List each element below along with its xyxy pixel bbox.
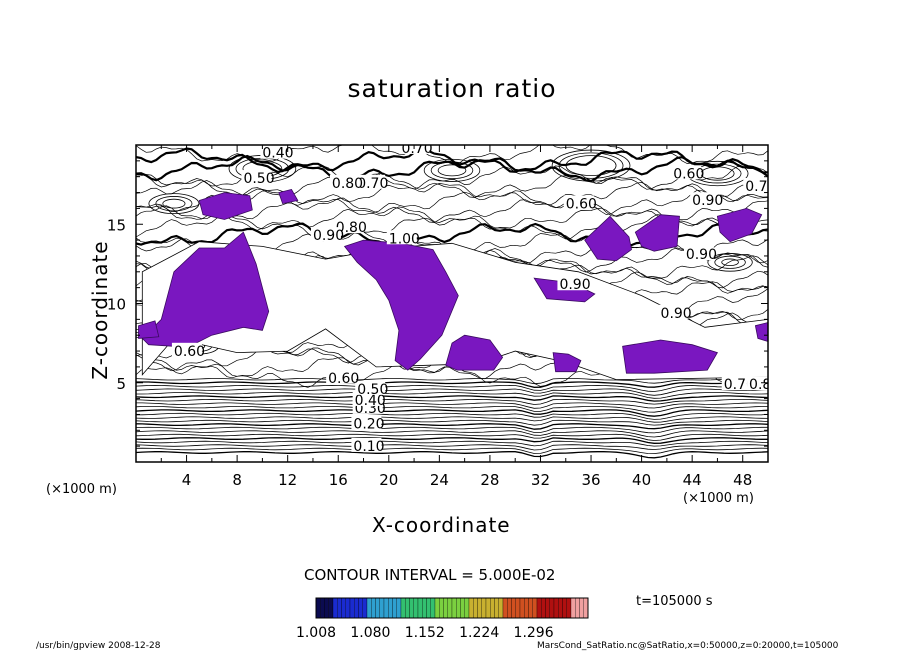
contour-label: 0.40: [355, 393, 386, 409]
supersaturation-region: [138, 320, 160, 339]
x-tick-label: 20: [379, 471, 398, 489]
x-tick-label: 16: [329, 471, 348, 489]
colorbar-frame: [315, 597, 589, 619]
x-tick-label: 8: [232, 471, 242, 489]
contour-label: 0.90: [559, 277, 590, 293]
supersaturation-region: [634, 214, 680, 252]
colorbar-tick-label: 1.152: [405, 625, 445, 641]
contour-label: 0.80: [336, 220, 367, 236]
x-tick-label: 4: [182, 471, 192, 489]
y-tick-label: 15: [107, 216, 126, 234]
x-tick-label: 48: [733, 471, 752, 489]
contour-label: 0.70: [357, 176, 388, 192]
contour-label: 0.60: [174, 344, 205, 360]
x-unit-label-right: (×1000 m): [683, 491, 754, 506]
contour-label: 0.80: [749, 377, 780, 393]
contour-label: 0.70: [401, 141, 432, 157]
supersaturation-region: [278, 188, 299, 205]
x-tick-label: 12: [278, 471, 297, 489]
x-tick-label: 36: [581, 471, 600, 489]
contour-label: 0.60: [673, 166, 704, 182]
y-tick-label: 5: [116, 375, 126, 393]
contour-label: 0.60: [328, 371, 359, 387]
contour-label: 0.70: [745, 179, 776, 195]
contour-label: 0.60: [566, 196, 597, 212]
x-tick-label: 28: [480, 471, 499, 489]
x-tick-label: 40: [632, 471, 651, 489]
contour-interval-text: CONTOUR INTERVAL = 5.000E-02: [304, 566, 556, 584]
time-label: t=105000 s: [636, 594, 713, 609]
supersaturation-region: [343, 239, 459, 371]
colorbar-tick-label: 1.080: [350, 625, 390, 641]
supersaturation-region: [754, 322, 768, 342]
y-tick-label: 10: [107, 296, 126, 314]
colorbar-tick-label: 1.224: [459, 625, 499, 641]
y-axis-label: Z-coordinate: [88, 240, 112, 380]
x-tick-label: 24: [430, 471, 449, 489]
contour-label: 0.90: [313, 228, 344, 244]
supersaturation-region: [716, 207, 763, 243]
contour-label: 1.00: [389, 231, 420, 247]
footer-command: /usr/bin/gpview 2008-12-28: [36, 641, 161, 651]
footer-source: MarsCond_SatRatio.nc@SatRatio,x=0:50000,…: [537, 641, 839, 651]
supersaturation-region: [445, 334, 504, 371]
supersaturation-region: [552, 352, 582, 373]
chart-title: saturation ratio: [347, 74, 557, 103]
colorbar-tick-label: 1.296: [514, 625, 554, 641]
x-unit-label: (×1000 m): [46, 482, 117, 497]
contour-label: 0.90: [661, 306, 692, 322]
x-tick-label: 44: [683, 471, 702, 489]
contour-label: 0.20: [353, 417, 384, 433]
contour-label: 0.10: [353, 439, 384, 455]
supersaturation-region: [622, 339, 718, 374]
x-axis-label: X-coordinate: [372, 513, 511, 537]
contour-label: 0.80: [332, 176, 363, 192]
x-tick-label: 32: [531, 471, 550, 489]
supersaturation-region: [584, 215, 632, 262]
contour-label: 0.50: [243, 171, 274, 187]
colorbar-tick-label: 1.008: [296, 625, 336, 641]
supersaturation-region: [198, 192, 253, 220]
contour-label: 0.50: [357, 382, 388, 398]
contour-label: 0.90: [692, 193, 723, 209]
contour-label: 0.90: [686, 247, 717, 263]
contour-label: 0.40: [262, 146, 293, 162]
